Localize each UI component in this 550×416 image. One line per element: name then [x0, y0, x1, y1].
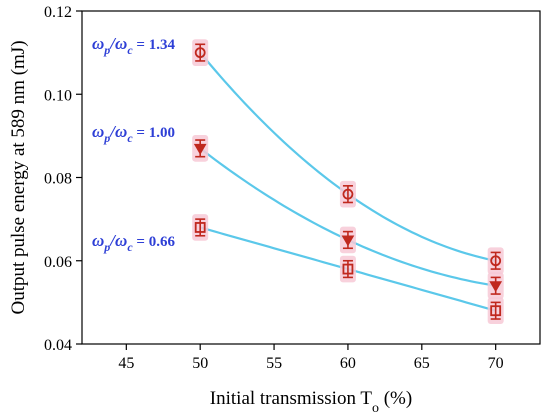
x-axis-ticks: 45 50 55 60 65 70	[118, 344, 504, 372]
x-axis-title-main: Initial transmission T	[210, 388, 373, 409]
series-label: ωp/ωc = 0.66	[92, 231, 175, 254]
data-point-triangle	[489, 281, 503, 293]
label-slash: /	[108, 122, 117, 141]
label-sub: p	[103, 43, 110, 57]
label-sub: p	[103, 131, 110, 145]
label-sub: p	[103, 240, 110, 254]
label-omega: ω	[115, 231, 127, 250]
label-omega: ω	[92, 34, 104, 53]
x-axis-title-unit: (%)	[379, 388, 412, 409]
label-sub: c	[127, 43, 133, 57]
x-tick-label: 65	[414, 355, 430, 372]
label-sub: c	[127, 131, 133, 145]
data-point-square	[342, 263, 354, 275]
label-omega: ω	[115, 122, 127, 141]
y-tick-label: 0.04	[44, 337, 72, 354]
data-point-square	[194, 222, 206, 233]
x-tick-label: 70	[488, 355, 504, 372]
x-tick-label: 60	[340, 355, 356, 372]
plot-frame	[81, 10, 541, 345]
y-tick-label: 0.10	[44, 87, 72, 104]
label-omega: ω	[115, 34, 127, 53]
y-tick-label: 0.06	[44, 254, 72, 271]
label-slash: /	[108, 34, 117, 53]
data-point-square	[490, 305, 502, 317]
data-point-triangle	[193, 143, 207, 155]
label-value: = 1.34	[133, 37, 176, 53]
data-points	[192, 39, 504, 325]
x-tick-label: 55	[266, 355, 282, 372]
x-tick-label: 50	[192, 355, 208, 372]
y-axis-title: Output pulse energy at 589 nm (mJ)	[8, 40, 29, 314]
y-tick-label: 0.12	[44, 4, 72, 21]
label-sub: c	[127, 240, 133, 254]
series-label: ωp/ωc = 1.34	[92, 34, 175, 57]
label-slash: /	[108, 231, 117, 250]
label-value: = 1.00	[133, 125, 175, 141]
data-point-triangle	[341, 235, 355, 247]
label-value: = 0.66	[133, 234, 176, 250]
series-label: ωp/ωc = 1.00	[92, 122, 175, 145]
data-point-circle	[194, 47, 206, 59]
y-axis-ticks: 0.04 0.06 0.08 0.10 0.12	[44, 4, 82, 354]
label-omega: ω	[92, 122, 104, 141]
x-axis-title: Initial transmission To (%)	[210, 388, 412, 416]
y-tick-label: 0.08	[44, 171, 72, 188]
data-point-circle	[490, 255, 502, 267]
label-omega: ω	[92, 231, 104, 250]
data-point-circle	[342, 188, 354, 200]
x-tick-label: 45	[118, 355, 134, 372]
x-axis-title-sub: o	[372, 401, 379, 416]
